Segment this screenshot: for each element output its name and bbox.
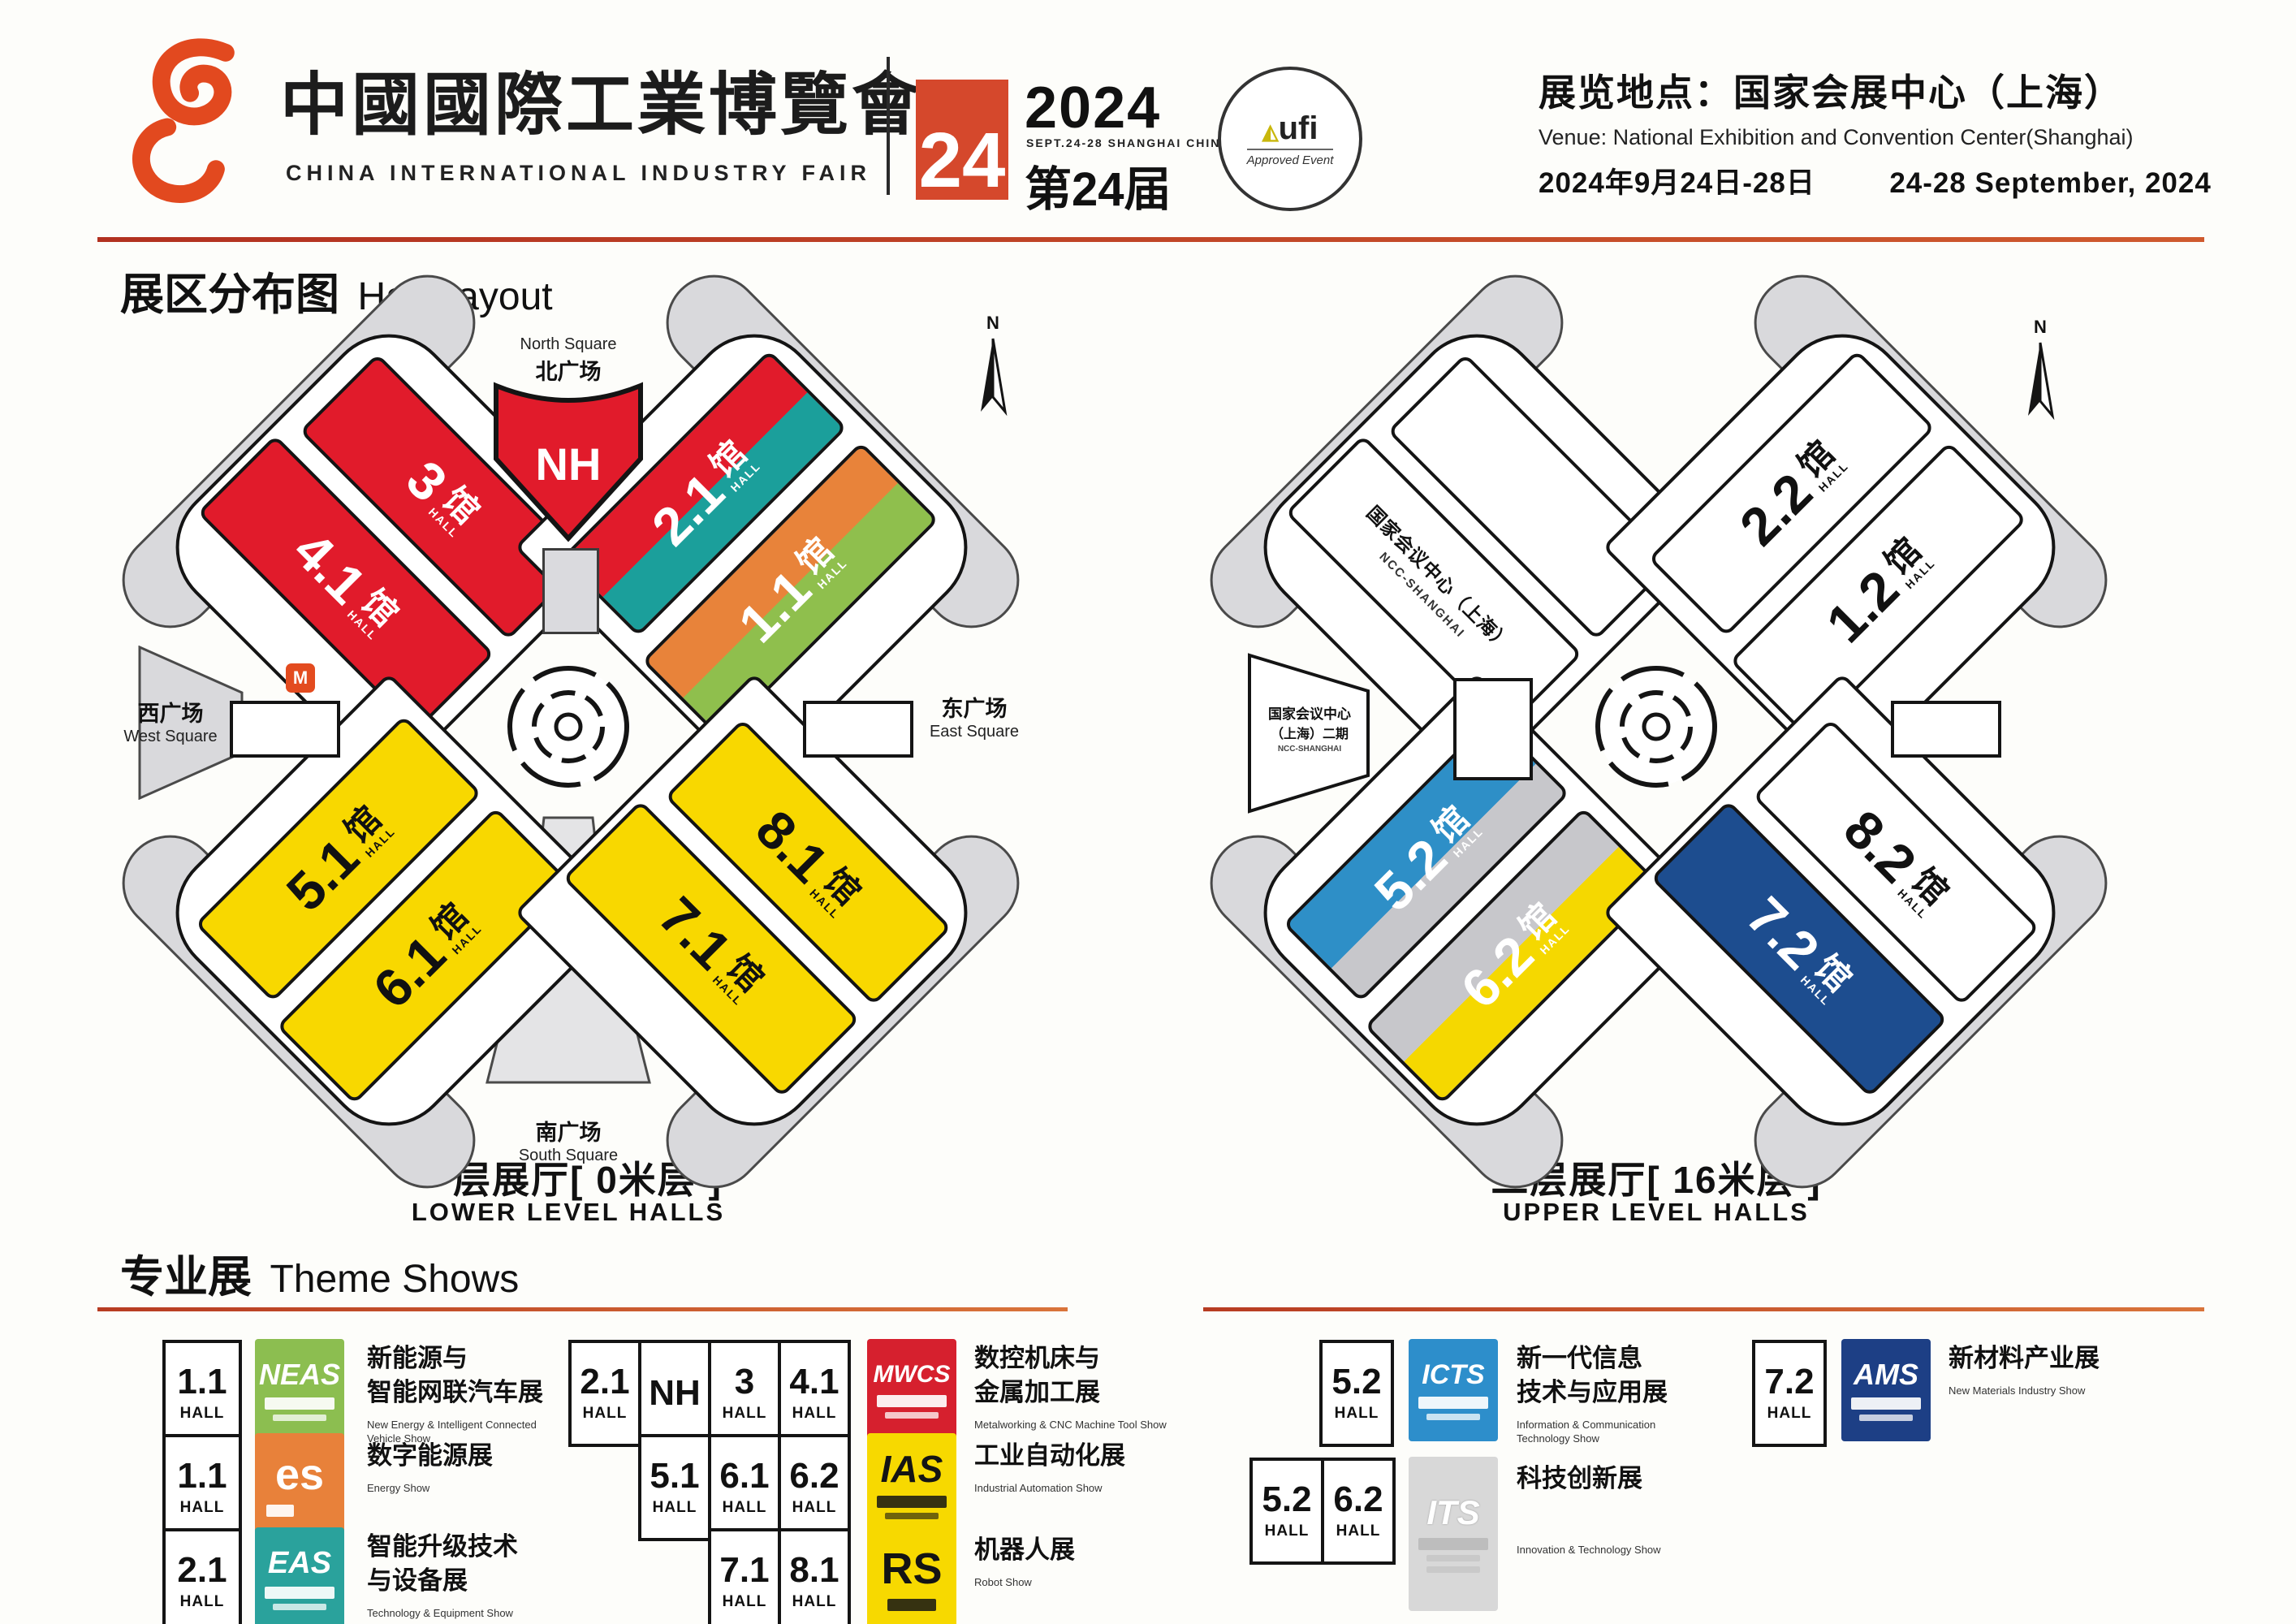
eas-logo: EAS — [255, 1527, 344, 1624]
edition-cn: 第24届 — [1025, 163, 1172, 216]
edition-badge: 24 — [916, 80, 1008, 200]
east-square-label: 东广场 East Square — [929, 697, 1020, 741]
neas-logo: NEAS — [255, 1339, 344, 1441]
theme-ams-hall: 7.2 HALL — [1752, 1340, 1827, 1447]
mwcs-name: 数控机床与 金属加工展 Metalworking & CNC Machine T… — [974, 1344, 1167, 1431]
north-square-label: North Square 北广场 — [520, 335, 617, 384]
west-corridor — [230, 701, 340, 758]
central-hub-upper-icon — [1591, 662, 1721, 796]
brand-title-cn: 中國國際工業博覽會 — [280, 68, 924, 144]
header-rule — [97, 237, 2204, 242]
theme-rule-left — [97, 1307, 1068, 1311]
ufi-mountain-icon: ◭ — [1262, 119, 1279, 144]
theme-mwcs-hall-3: 3 HALL — [708, 1340, 781, 1447]
icts-name: 新一代信息 技术与应用展 Information & Communication… — [1517, 1344, 1668, 1445]
es-name: 数字能源展 Energy Show — [367, 1441, 493, 1494]
west-corridor-upper — [1453, 678, 1533, 780]
venue-dates: 2024年9月24日-28日 24-28 September, 2024 — [1539, 160, 2294, 201]
upper-level-map: 办公楼（上层） 国家会议中心（上海） NCC-SHANGHAI 2.2 馆HAL… — [1181, 255, 2131, 1238]
ams-name: 新材料产业展 New Materials Industry Show — [1949, 1344, 2100, 1397]
theme-its-hall-1: 5.2 HALL — [1249, 1458, 1324, 1565]
theme-mwcs-hall-4: 4.1 HALL — [778, 1340, 851, 1447]
theme-icts-hall: 5.2 HALL — [1319, 1340, 1394, 1447]
theme-shows-title-en: Theme Shows — [270, 1258, 520, 1301]
east-corridor — [803, 701, 913, 758]
its-name: 科技创新展 Innovation & Technology Show — [1517, 1464, 1661, 1556]
venue-block: 展览地点：国家会展中心（上海） Venue: National Exhibiti… — [1539, 63, 2294, 201]
theme-shows-title-cn: 专业展 — [120, 1253, 252, 1302]
upper-caption-en: UPPER LEVEL HALLS — [1503, 1198, 1810, 1226]
ufi-logo: ◭ufi — [1262, 110, 1318, 146]
edition-dates-small: SEPT.24-28 SHANGHAI CHINA — [1026, 136, 1231, 149]
east-corridor-upper — [1891, 701, 2001, 758]
hall-layout-title-cn: 展区分布图 — [120, 270, 339, 319]
north-corridor-stub — [542, 548, 599, 634]
south-square-label: 南广场 South Square — [518, 1121, 619, 1164]
icts-logo: ICTS — [1409, 1339, 1498, 1441]
compass-north-icon: N — [970, 313, 1016, 427]
date-cn: 2024年9月24日-28日 — [1539, 167, 1815, 199]
ias-name: 工业自动化展 Industrial Automation Show — [974, 1441, 1125, 1494]
edition-badge-number: 24 — [918, 117, 1006, 204]
its-logo: ITS — [1409, 1457, 1498, 1611]
ufi-approved-badge: ◭ufi Approved Event — [1218, 67, 1362, 211]
upper-caption-cn: 二层展厅[ 16米层 ] — [1491, 1159, 1822, 1201]
theme-its-hall-2: 6.2 HALL — [1321, 1458, 1396, 1565]
theme-mwcs-hall-2: NH — [638, 1340, 711, 1447]
theme-ias-hall-1: 5.1 HALL — [638, 1434, 711, 1541]
es-logo: es — [255, 1433, 344, 1535]
ams-logo: AMS — [1841, 1339, 1931, 1441]
metro-icon: M — [286, 663, 315, 693]
theme-shows-title: 专业展 Theme Shows — [120, 1241, 519, 1305]
theme-rs-hall-1: 7.1 HALL — [708, 1528, 781, 1624]
theme-eas-hall: 2.1 HALL — [162, 1528, 242, 1624]
theme-rs-hall-2: 8.1 HALL — [778, 1528, 851, 1624]
theme-rule-right — [1203, 1307, 2204, 1311]
west-square-label: 西广场 West Square — [123, 702, 218, 745]
brand-title-en: CHINA INTERNATIONAL INDUSTRY FAIR — [286, 161, 872, 185]
compass-north-upper-icon: N — [2018, 317, 2063, 431]
theme-es-hall: 1.1 HALL — [162, 1434, 242, 1541]
rs-logo: RS — [867, 1527, 956, 1624]
edition-year: 2024 — [1025, 76, 1162, 140]
lower-caption-en: LOWER LEVEL HALLS — [411, 1198, 726, 1226]
ciif-flower-logo-icon — [122, 37, 284, 211]
hall-nh: NH — [490, 368, 647, 549]
mwcs-logo: MWCS — [867, 1339, 956, 1441]
theme-mwcs-hall-1: 2.1 HALL — [568, 1340, 641, 1447]
ufi-approved-label: Approved Event — [1246, 149, 1334, 167]
lower-level-map: 洲际酒店 InterContinental Hotel 办公楼 Office B… — [93, 255, 1043, 1238]
rs-name: 机器人展 Robot Show — [974, 1535, 1075, 1588]
theme-ias-hall-3: 6.2 HALL — [778, 1434, 851, 1541]
eas-name: 智能升级技术 与设备展 Technology & Equipment Show — [367, 1532, 518, 1619]
theme-neas-hall: 1.1 HALL — [162, 1340, 242, 1447]
venue-en: Venue: National Exhibition and Conventio… — [1539, 125, 2134, 149]
central-hub-icon — [503, 662, 633, 796]
date-en: 24-28 September, 2024 — [1889, 167, 2212, 199]
ncc-phase2-funnel: 国家会议中心 （上海）二期 NCC-SHANGHAI — [1246, 652, 1437, 818]
neas-name: 新能源与 智能网联汽车展 New Energy & Intelligent Co… — [367, 1344, 543, 1445]
theme-ias-hall-2: 6.1 HALL — [708, 1434, 781, 1541]
header-divider — [887, 57, 890, 195]
venue-cn: 展览地点：国家会展中心（上海） — [1539, 71, 2123, 114]
ias-logo: IAS — [867, 1433, 956, 1535]
